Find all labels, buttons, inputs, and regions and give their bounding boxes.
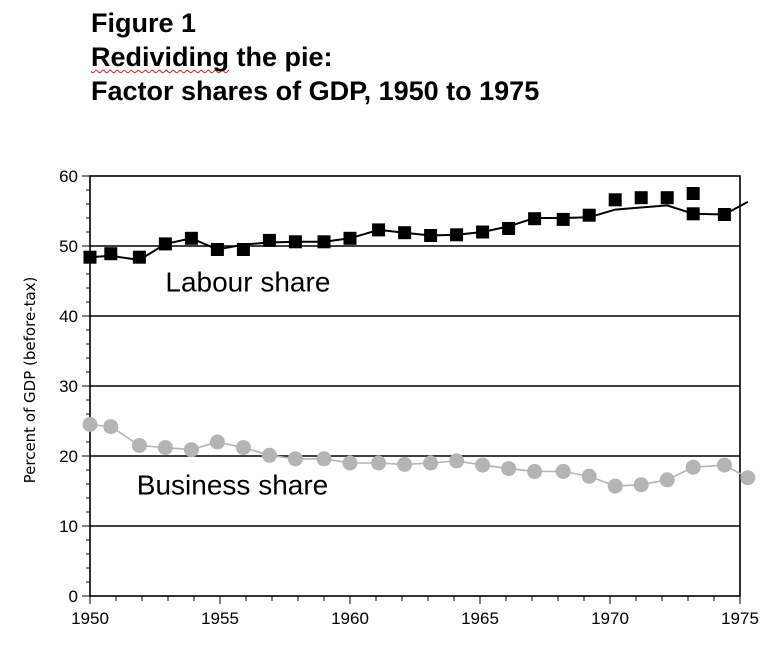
business-share-marker — [501, 461, 517, 477]
labour-share-marker — [398, 226, 412, 240]
business-share-marker — [527, 463, 543, 479]
y-tick-label: 40 — [59, 307, 78, 326]
business-share-marker — [449, 453, 465, 469]
labour-share-marker — [450, 228, 464, 242]
business-share-marker — [103, 419, 119, 435]
labour-share-marker — [236, 243, 250, 256]
business-share-marker — [555, 463, 571, 479]
labour-share-marker — [262, 233, 276, 247]
business-share-marker — [209, 434, 225, 450]
labour-share-marker — [317, 235, 331, 249]
business-share-marker — [131, 438, 147, 453]
figure-title-line: Redividing the pie: — [91, 40, 539, 74]
business-share-marker — [287, 451, 303, 467]
x-tick-label: 1955 — [201, 609, 239, 628]
labour-share-marker — [424, 229, 438, 242]
business-share-marker — [740, 470, 756, 486]
labour-share-marker — [210, 243, 224, 256]
x-tick-label: 1975 — [721, 609, 759, 628]
x-tick-label: 1960 — [331, 609, 369, 628]
labour-share-marker — [184, 231, 198, 245]
spellcheck-flagged-word: Redividing — [91, 42, 230, 72]
business-share-marker — [475, 457, 491, 473]
labour-share-marker — [476, 225, 490, 239]
labour-share-marker — [104, 247, 118, 261]
figure-number: Figure 1 — [91, 8, 197, 38]
labour-share-marker — [372, 223, 386, 237]
x-tick-label: 1950 — [71, 609, 109, 628]
y-tick-label: 0 — [69, 587, 78, 606]
y-tick-label: 20 — [59, 447, 78, 466]
y-axis-label: Percent of GDP (before-tax) — [21, 277, 39, 484]
labour-share-marker — [502, 222, 516, 235]
business-share-marker — [685, 459, 701, 475]
business-share-marker — [607, 478, 623, 494]
labour-share-marker — [83, 250, 97, 264]
figure-title: Figure 1 Redividing the pie: Factor shar… — [91, 6, 539, 108]
labour-share-marker — [528, 212, 542, 226]
labour-share-marker — [132, 250, 146, 264]
business-share-marker — [397, 456, 413, 472]
y-tick-label: 30 — [59, 377, 78, 396]
business-share-marker — [316, 451, 332, 467]
labour-share-marker — [608, 193, 622, 207]
business-share-marker — [261, 447, 277, 463]
business-share-marker — [183, 442, 199, 458]
business-share-marker — [581, 468, 597, 484]
labour-share-marker — [660, 191, 674, 205]
labour-share-marker — [158, 237, 172, 251]
business-share-marker — [633, 477, 649, 493]
labour-share-marker — [686, 187, 700, 200]
business-share-marker — [157, 440, 173, 456]
business-share-marker — [342, 455, 358, 471]
business-share-marker — [82, 417, 98, 432]
labour-share-line — [89, 201, 749, 262]
labour-share-marker — [686, 207, 700, 221]
labour-share-marker — [288, 235, 302, 249]
labour-share-marker — [556, 212, 570, 226]
figure-title-rest: the pie: — [229, 42, 333, 72]
labour-share-marker — [343, 231, 357, 245]
labour-share-marker — [717, 208, 731, 221]
labour-share-label: Labour share — [165, 267, 330, 298]
business-share-marker — [235, 440, 251, 456]
y-tick-label: 50 — [59, 237, 78, 256]
figure-subtitle: Factor shares of GDP, 1950 to 1975 — [91, 76, 540, 106]
business-share-marker — [716, 457, 732, 473]
labour-share-marker — [634, 191, 648, 205]
labour-share-marker — [582, 208, 596, 222]
business-share-label: Business share — [137, 470, 328, 501]
x-tick-label: 1970 — [591, 609, 629, 628]
business-share-marker — [371, 455, 387, 471]
business-share-marker — [659, 472, 675, 488]
y-tick-label: 60 — [59, 167, 78, 186]
business-share-marker — [423, 455, 439, 471]
x-tick-label: 1965 — [461, 609, 499, 628]
y-tick-label: 10 — [59, 517, 78, 536]
